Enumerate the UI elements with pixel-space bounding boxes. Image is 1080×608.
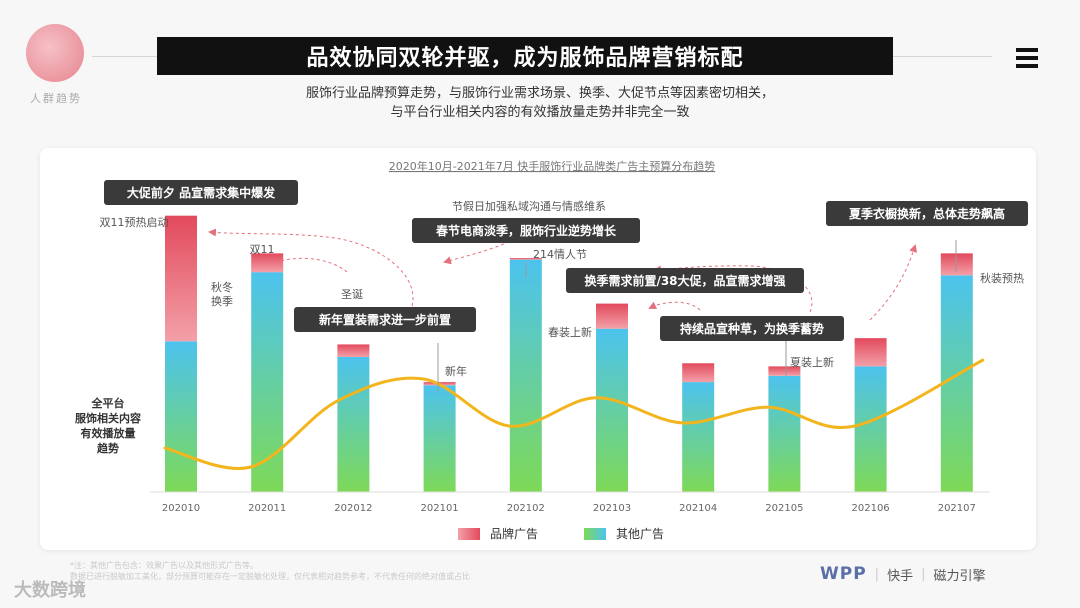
x-tick-label: 202010	[162, 503, 200, 514]
x-tick-label: 202012	[334, 503, 372, 514]
logo-caption: 人群趋势	[30, 92, 82, 105]
x-tick-label: 202101	[421, 503, 459, 514]
bar-brand-202104	[682, 363, 715, 383]
logo-separator: |	[874, 566, 880, 582]
page-title: 品效协同双轮并驱，成为服饰品牌营销标配	[157, 37, 893, 75]
callout-box	[294, 307, 476, 332]
bar-other-202103	[596, 328, 628, 492]
bar-brand-202010	[165, 215, 197, 342]
subtitle-line-1: 服饰行业品牌预算走势，与服饰行业需求场景、换季、大促节点等因素密切相关，	[305, 86, 774, 101]
annotation-label: 夏装上新	[790, 355, 834, 369]
bar-other-202106	[854, 366, 887, 492]
dashed-arrow	[869, 244, 918, 321]
subtitle-line-2: 与平台行业相关内容的有效播放量走势并非完全一致	[390, 105, 690, 120]
annotation-label: 换季	[211, 294, 233, 308]
bar-brand-202011	[251, 253, 284, 273]
x-tick-label: 202011	[248, 503, 286, 514]
bar-other-202102	[509, 259, 542, 492]
trend-logo-icon	[26, 24, 84, 82]
dashed-arrow	[648, 301, 701, 311]
dashed-arrow	[208, 228, 414, 307]
cili-logo: 磁力引擎	[933, 568, 986, 584]
annotation-label: 秋冬	[211, 280, 233, 294]
chart-footnote: *注：其他广告包含：效果广告以及其他形式广告等。 数据已进行脱敏加工美化，部分预…	[70, 560, 470, 582]
bar-brand-202012	[337, 344, 370, 357]
bar-other-202010	[165, 341, 197, 492]
bar-brand-202103	[596, 303, 628, 329]
x-tick-label: 202102	[507, 503, 545, 514]
x-tick-label: 202104	[679, 503, 717, 514]
trend-line	[163, 358, 985, 470]
callout-text: 新年置装需求进一步前置	[319, 312, 451, 327]
callout-text: 大促前夕 品宣需求集中爆发	[127, 185, 276, 200]
annotation-label: 节假日加强私域沟通与情感维系	[452, 199, 606, 213]
page-subtitle: 服饰行业品牌预算走势，与服饰行业需求场景、换季、大促节点等因素密切相关， 与平台…	[200, 84, 880, 122]
menu-icon[interactable]	[1016, 48, 1038, 72]
footnote-line-1: *注：其他广告包含：效果广告以及其他形式广告等。	[70, 561, 258, 570]
bar-other-202012	[337, 356, 370, 492]
callout-box	[660, 316, 844, 341]
annotation-label: 圣诞	[341, 287, 363, 301]
wpp-logo: WPP	[820, 564, 867, 584]
footer-brand-logos: WPP | 快手 | 磁力引擎	[820, 564, 985, 584]
legend-swatch-brand	[458, 528, 480, 540]
x-tick-label: 202107	[938, 503, 976, 514]
bar-other-202011	[251, 272, 284, 492]
chart-title: 2020年10月-2021年7月 快手服饰行业品牌类广告主预算分布趋势	[389, 159, 715, 173]
legend-label-brand: 品牌广告	[490, 527, 538, 541]
bar-other-202105	[768, 375, 801, 492]
kuaishou-logo: 快手	[887, 568, 914, 584]
bar-other-202101	[423, 385, 456, 492]
bar-brand-202107	[940, 253, 973, 276]
annotation-label: 双11预热启动	[100, 216, 169, 229]
annotation-label: 秋装预热	[980, 271, 1024, 285]
callout-box	[412, 218, 640, 243]
bar-other-202107	[940, 275, 973, 492]
callout-box	[566, 268, 804, 293]
callout-text: 春节电商淡季，服饰行业逆势增长	[435, 223, 617, 238]
x-tick-label: 202106	[852, 503, 890, 514]
trend-line-label: 服饰相关内容	[75, 411, 141, 425]
trend-line-label: 趋势	[97, 441, 119, 455]
bar-brand-202105	[768, 366, 801, 376]
callout-text: 换季需求前置/38大促，品宣需求增强	[584, 273, 785, 288]
bar-other-202104	[682, 382, 715, 492]
x-tick-label: 202105	[765, 503, 803, 514]
x-tick-label: 202103	[593, 503, 631, 514]
bar-brand-202102	[509, 258, 542, 260]
callout-box	[104, 180, 298, 205]
bar-brand-202106	[854, 338, 887, 367]
callout-box	[826, 201, 1028, 226]
watermark: 大数跨境	[14, 580, 86, 601]
dashed-arrow	[653, 265, 813, 313]
trend-line-label: 有效播放量	[81, 426, 136, 440]
logo-separator: |	[921, 566, 926, 582]
legend-label-other: 其他广告	[616, 527, 664, 541]
legend-swatch-other	[584, 528, 606, 540]
trend-line-label: 全平台	[91, 396, 125, 410]
dashed-arrow	[274, 256, 348, 273]
annotation-label: 双11	[250, 243, 275, 256]
annotation-label: 新年	[445, 364, 467, 378]
callout-text: 夏季衣橱换新，总体走势飙高	[849, 206, 1005, 221]
callout-text: 持续品宣种草，为换季蓄势	[680, 321, 824, 336]
footnote-line-2: 数据已进行脱敏加工美化，部分预算可能存在一定脱敏化处理，仅代表相对趋势参考，不代…	[70, 572, 470, 581]
annotation-label: 214情人节	[533, 248, 587, 261]
annotation-label: 春装上新	[548, 325, 592, 339]
